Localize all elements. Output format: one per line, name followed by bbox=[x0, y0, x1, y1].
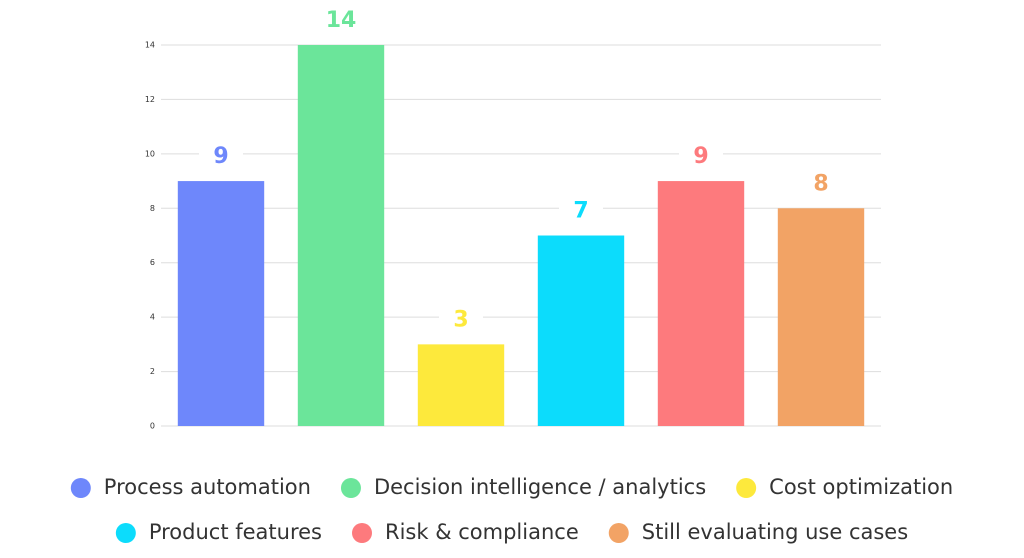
bar bbox=[177, 181, 265, 426]
y-tick-label: 12 bbox=[145, 95, 155, 104]
bar bbox=[297, 45, 385, 426]
legend-label: Still evaluating use cases bbox=[642, 520, 908, 544]
legend-label: Risk & compliance bbox=[385, 520, 579, 544]
bar bbox=[417, 344, 505, 426]
value-label-bg bbox=[199, 143, 243, 172]
legend-label: Product features bbox=[149, 520, 322, 544]
bar bbox=[777, 208, 865, 426]
y-tick-label: 8 bbox=[150, 204, 155, 213]
value-label-bg bbox=[799, 170, 843, 199]
value-label-bg bbox=[559, 197, 603, 226]
value-label: 3 bbox=[453, 307, 468, 332]
value-label-bg bbox=[679, 143, 723, 172]
y-tick-label: 14 bbox=[145, 41, 155, 50]
legend-marker bbox=[736, 478, 757, 498]
legend-row: Process automation Decision intelligence … bbox=[70, 475, 953, 499]
y-tick-label: 2 bbox=[150, 367, 155, 376]
legend-label: Process automation bbox=[104, 475, 311, 499]
value-label-bg bbox=[439, 306, 483, 335]
value-label: 14 bbox=[326, 8, 357, 33]
y-tick-label: 10 bbox=[145, 149, 155, 158]
bar bbox=[537, 235, 625, 426]
y-tick-label: 4 bbox=[150, 313, 155, 322]
value-label: 7 bbox=[573, 199, 588, 224]
value-label: 9 bbox=[693, 144, 708, 169]
legend-marker bbox=[340, 478, 361, 498]
legend-marker bbox=[115, 523, 136, 543]
legend-label: Cost optimization bbox=[769, 475, 953, 499]
legend-marker bbox=[70, 478, 91, 498]
legend-row: Product features Risk & compliance Still e… bbox=[115, 520, 908, 544]
legend-marker bbox=[608, 523, 629, 543]
value-label: 8 bbox=[813, 171, 828, 196]
bar bbox=[657, 181, 745, 426]
value-label-bg bbox=[319, 7, 363, 35]
value-label: 9 bbox=[213, 144, 228, 169]
legend-label: Decision intelligence / analytics bbox=[374, 475, 706, 499]
legend-marker bbox=[352, 523, 372, 543]
y-tick-label: 6 bbox=[150, 258, 155, 267]
y-tick-label: 0 bbox=[150, 422, 155, 431]
